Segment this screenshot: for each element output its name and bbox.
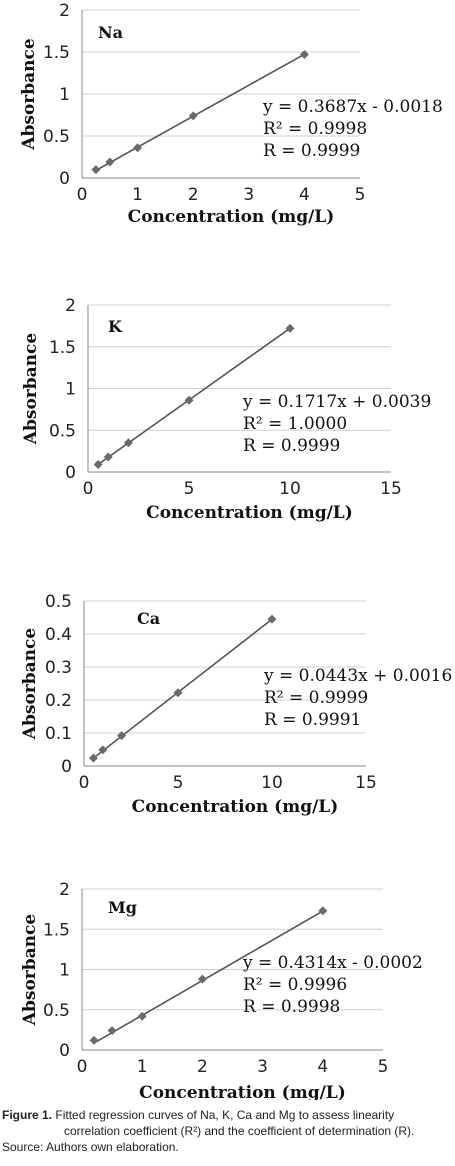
- y-tick-label: 0: [59, 1041, 70, 1061]
- x-tick-label: 3: [243, 185, 254, 205]
- y-tick-label: 0.1: [45, 724, 72, 744]
- x-tick-label: 15: [355, 773, 377, 793]
- r-squared-label: R² = 0.9999: [264, 688, 368, 708]
- x-tick-label: 10: [279, 479, 301, 499]
- y-tick-label: 0: [61, 757, 72, 777]
- data-point: [117, 731, 127, 741]
- x-axis-title: Concentration (mg/L): [128, 207, 335, 227]
- y-tick-label: 0.5: [49, 421, 76, 441]
- data-point: [91, 165, 101, 175]
- element-label: Mg: [108, 898, 137, 917]
- data-point: [197, 974, 207, 984]
- x-tick-label: 4: [317, 1057, 328, 1077]
- x-tick-label: 2: [197, 1057, 208, 1077]
- y-axis-title: Absorbance: [20, 628, 40, 741]
- y-tick-label: 0.5: [45, 592, 72, 612]
- figure-canvas: 0 0.5 1 1.5 2 0 1 2 3 4 5 Concentration (mg/L) Absor…: [19, 1, 452, 1100]
- y-tick-label: 2: [59, 1, 70, 21]
- chart-k: 0 0.5 1 1.5 2 0 5 10 15 Concentration (mg/L) Absor…: [21, 296, 431, 523]
- element-label: Na: [98, 23, 123, 42]
- data-point: [318, 906, 328, 916]
- x-tick-label: 4: [299, 185, 310, 205]
- x-tick-label: 15: [380, 479, 402, 499]
- x-tick-label: 5: [355, 185, 366, 205]
- y-tick-label: 1.5: [49, 338, 76, 358]
- caption-source: Source: Authors own elaboration.: [2, 1140, 179, 1154]
- y-tick-label: 1.5: [43, 920, 70, 940]
- caption-figure-label: Figure 1.: [2, 1108, 53, 1122]
- x-tick-label: 5: [378, 1057, 389, 1077]
- y-tick-label: 0: [59, 169, 70, 189]
- element-label: Ca: [137, 609, 160, 628]
- x-tick-label: 1: [132, 185, 143, 205]
- y-tick-label: 0.4: [45, 625, 72, 645]
- x-axis-title: Concentration (mg/L): [146, 503, 353, 523]
- chart-ca: 0 0.1 0.2 0.3 0.4 0.5 0 5 10 15 Concentration (mg/…: [20, 592, 452, 817]
- regression-equation: y = 0.0443x + 0.0016: [263, 666, 452, 686]
- x-axis-title: Concentration (mg/L): [132, 797, 339, 817]
- y-tick-label: 0.2: [45, 691, 72, 711]
- y-axis-title: Absorbance: [20, 914, 40, 1027]
- data-point: [137, 1011, 147, 1021]
- y-tick-label: 0.3: [45, 658, 72, 678]
- x-axis-title: Concentration (mg/L): [139, 1083, 346, 1100]
- data-point: [285, 323, 295, 333]
- y-tick-label: 1: [59, 85, 70, 105]
- x-tick-label: 5: [184, 479, 195, 499]
- data-point: [173, 688, 183, 698]
- r-label: R = 0.9991: [264, 710, 361, 730]
- x-tick-label: 0: [77, 1057, 88, 1077]
- data-point: [93, 459, 103, 469]
- r-squared-label: R² = 1.0000: [243, 414, 347, 434]
- r-label: R = 0.9998: [243, 997, 340, 1017]
- x-tick-label: 10: [261, 773, 283, 793]
- regression-equation: y = 0.3687x - 0.0018: [262, 97, 443, 117]
- y-tick-label: 0.5: [43, 127, 70, 147]
- data-point: [88, 753, 98, 763]
- regression-equation: y = 0.1717x + 0.0039: [242, 392, 431, 412]
- caption-line-1: Fitted regression curves of Na, K, Ca an…: [55, 1108, 395, 1122]
- trendline: [95, 53, 305, 172]
- trendline: [93, 910, 324, 1044]
- element-label: K: [108, 317, 123, 336]
- r-squared-label: R² = 0.9996: [243, 975, 347, 995]
- x-tick-label: 2: [188, 185, 199, 205]
- y-tick-label: 1.5: [43, 43, 70, 63]
- regression-equation: y = 0.4314x - 0.0002: [242, 953, 423, 973]
- y-tick-label: 1: [65, 380, 76, 400]
- data-point: [123, 438, 133, 448]
- data-point: [184, 395, 194, 405]
- x-tick-label: 0: [83, 479, 94, 499]
- x-tick-label: 5: [173, 773, 184, 793]
- y-tick-label: 0: [65, 463, 76, 483]
- data-point: [133, 143, 143, 153]
- data-point: [98, 745, 108, 755]
- x-tick-label: 0: [79, 773, 90, 793]
- y-axis-title: Absorbance: [21, 333, 41, 446]
- figure-caption: Figure 1. Fitted regression curves of Na…: [2, 1107, 454, 1155]
- y-axis-title: Absorbance: [19, 38, 39, 151]
- data-point: [299, 50, 309, 60]
- data-point: [107, 1026, 117, 1036]
- caption-line-2: correlation coefficient (R²) and the coe…: [64, 1124, 415, 1138]
- r-squared-label: R² = 0.9998: [263, 119, 367, 139]
- x-tick-label: 0: [77, 185, 88, 205]
- r-label: R = 0.9999: [263, 141, 360, 161]
- data-point: [267, 614, 277, 624]
- data-point: [89, 1035, 99, 1045]
- data-point: [105, 157, 115, 167]
- data-point: [103, 452, 113, 462]
- data-point: [188, 111, 198, 121]
- r-label: R = 0.9999: [243, 436, 340, 456]
- y-tick-label: 1: [59, 961, 70, 981]
- x-tick-label: 3: [257, 1057, 268, 1077]
- y-tick-label: 2: [59, 880, 70, 900]
- chart-mg: 0 0.5 1 1.5 2 0 1 2 3 4 5 Concentration (mg/L) Absor…: [20, 880, 423, 1100]
- x-tick-label: 1: [137, 1057, 148, 1077]
- y-tick-label: 2: [65, 296, 76, 316]
- chart-na: 0 0.5 1 1.5 2 0 1 2 3 4 5 Concentration (mg/L) Absor…: [19, 1, 443, 227]
- y-tick-label: 0.5: [43, 1001, 70, 1021]
